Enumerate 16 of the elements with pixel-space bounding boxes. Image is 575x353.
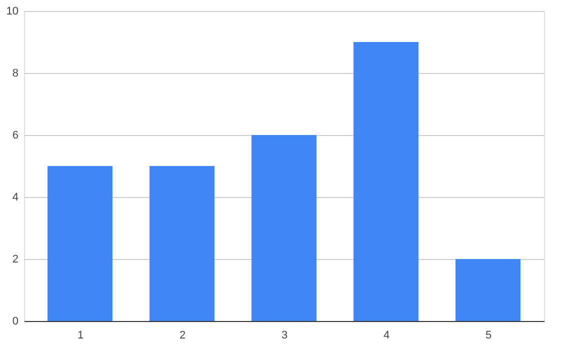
x-tick-label: 4 <box>383 330 390 342</box>
y-tick-label: 4 <box>12 192 18 204</box>
y-tick-label: 10 <box>6 6 18 18</box>
bar <box>150 166 214 321</box>
bar <box>456 259 520 321</box>
x-tick-label: 2 <box>179 330 186 342</box>
y-tick-label: 8 <box>12 68 18 80</box>
y-tick-label: 0 <box>12 316 18 328</box>
y-tick-label: 2 <box>12 254 18 266</box>
y-tick-label: 6 <box>12 130 18 142</box>
bar <box>354 42 418 321</box>
bar <box>252 135 316 321</box>
bar <box>48 166 112 321</box>
x-tick-label: 5 <box>485 330 492 342</box>
x-tick-label: 1 <box>77 330 84 342</box>
x-tick-label: 3 <box>281 330 288 342</box>
